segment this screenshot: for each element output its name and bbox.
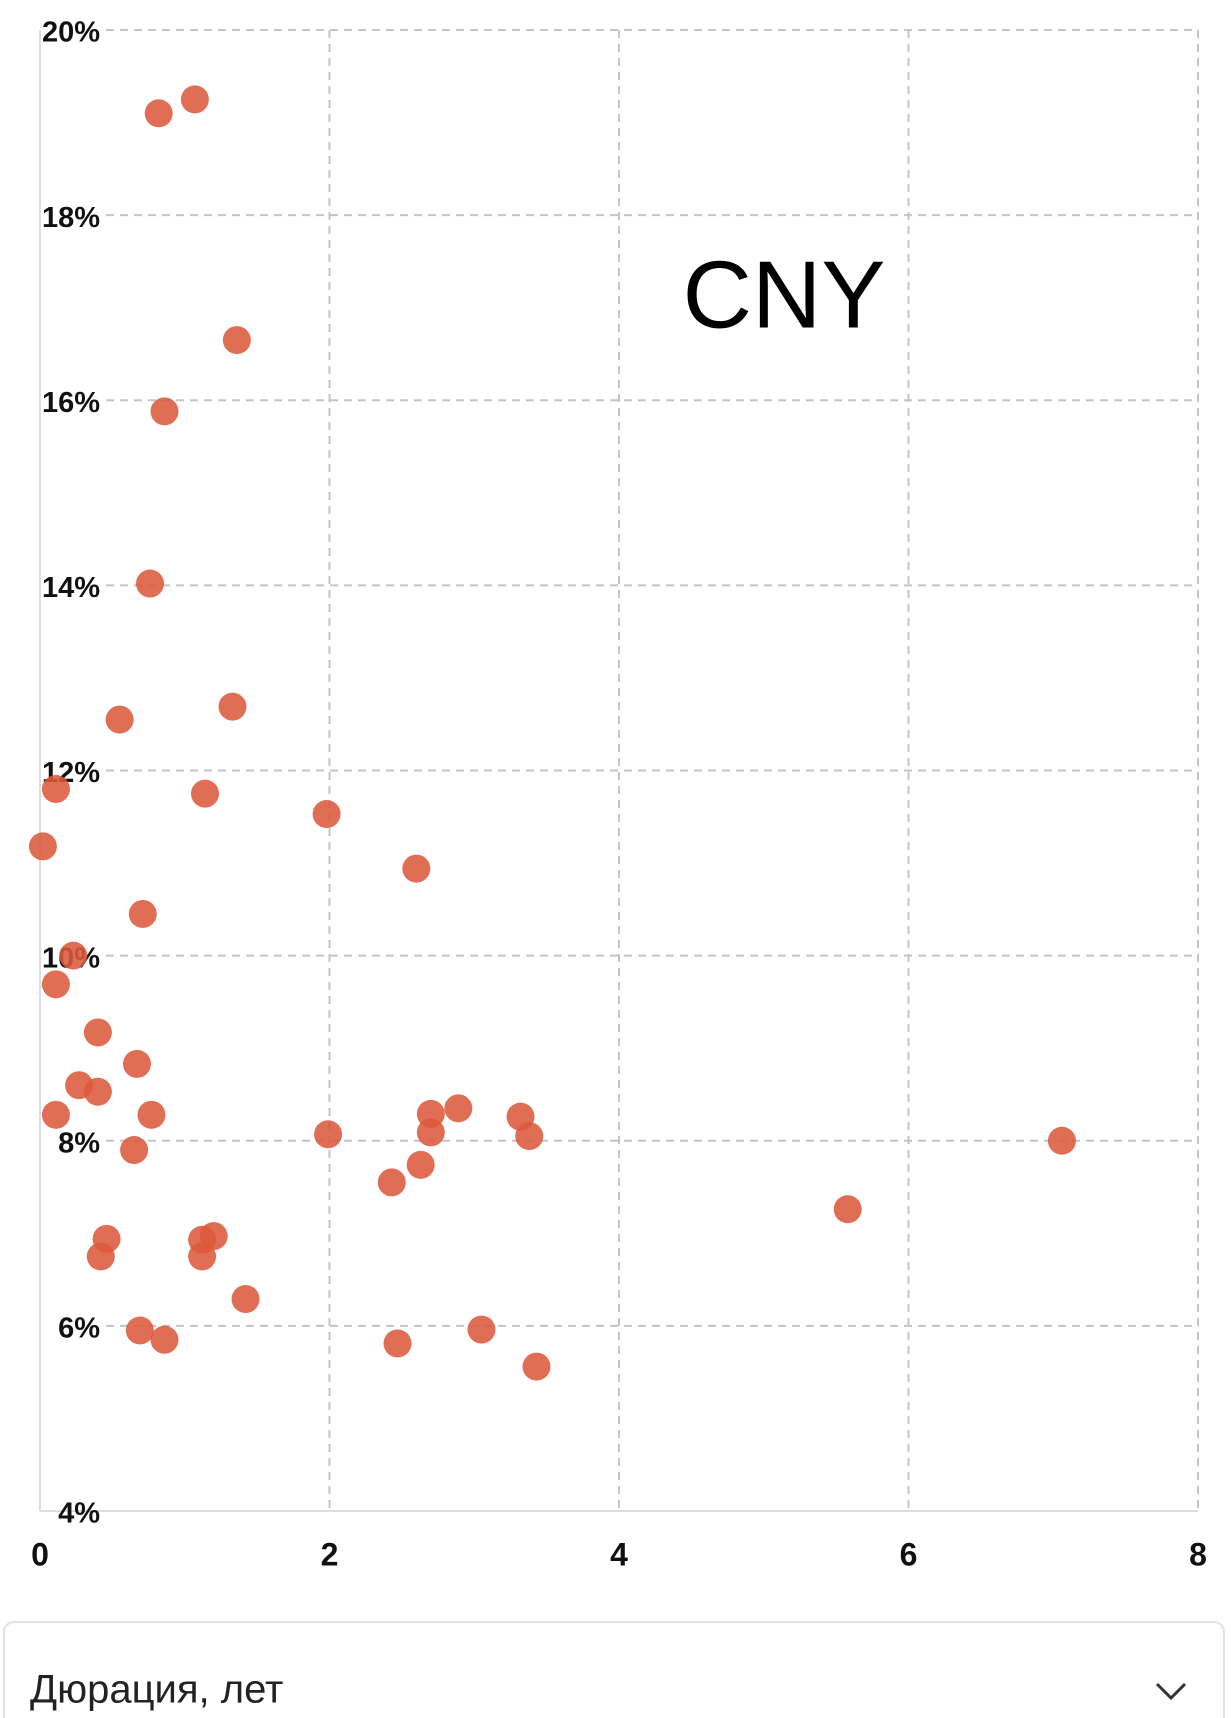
selector-label[interactable]: Дюрация, лет bbox=[30, 1668, 283, 1712]
point bbox=[467, 1315, 496, 1344]
x-tick-label: 6 bbox=[900, 1536, 918, 1572]
point bbox=[522, 1352, 551, 1381]
point bbox=[59, 941, 88, 970]
point bbox=[402, 854, 431, 883]
point bbox=[128, 899, 157, 928]
point bbox=[222, 326, 251, 355]
point bbox=[86, 1242, 115, 1271]
point bbox=[122, 1049, 151, 1078]
point bbox=[515, 1122, 544, 1151]
y-tick-label: 14% bbox=[42, 572, 100, 604]
y-tick-label: 8% bbox=[58, 1127, 100, 1159]
point bbox=[180, 85, 209, 114]
x-tick-label: 0 bbox=[31, 1536, 49, 1572]
point bbox=[377, 1168, 406, 1197]
point bbox=[188, 1242, 217, 1271]
point bbox=[41, 1100, 70, 1129]
annotation: CNY bbox=[683, 241, 886, 348]
point bbox=[314, 1120, 343, 1149]
point bbox=[444, 1094, 473, 1123]
selector-box[interactable] bbox=[3, 1621, 1225, 1718]
point bbox=[383, 1329, 412, 1358]
x-tick-label: 4 bbox=[610, 1536, 628, 1572]
x-selector[interactable]: Дюрация, лет bbox=[3, 1621, 1225, 1718]
point bbox=[144, 99, 173, 128]
point bbox=[150, 397, 179, 426]
point bbox=[83, 1018, 112, 1047]
point bbox=[83, 1077, 112, 1106]
point bbox=[136, 569, 165, 598]
x-tick-label: 2 bbox=[321, 1536, 339, 1572]
point bbox=[120, 1136, 149, 1165]
y-tick-label: 4% bbox=[58, 1498, 100, 1530]
point bbox=[150, 1325, 179, 1354]
chevron[interactable] bbox=[1155, 1682, 1187, 1701]
point bbox=[218, 692, 247, 721]
point bbox=[406, 1150, 435, 1179]
y-tick-label: 16% bbox=[42, 387, 100, 419]
point bbox=[125, 1316, 154, 1345]
point bbox=[416, 1118, 445, 1147]
point bbox=[41, 775, 70, 804]
point bbox=[191, 779, 220, 808]
y-tick-label: 18% bbox=[42, 202, 100, 234]
point bbox=[28, 832, 57, 861]
point bbox=[1047, 1126, 1076, 1155]
point bbox=[231, 1285, 260, 1314]
point bbox=[137, 1100, 166, 1129]
y-tick-label: 20% bbox=[42, 17, 100, 49]
point bbox=[41, 970, 70, 999]
point bbox=[199, 1222, 228, 1251]
point bbox=[833, 1195, 862, 1224]
point bbox=[105, 705, 134, 734]
y-tick-label: 6% bbox=[58, 1313, 100, 1345]
point bbox=[312, 800, 341, 829]
x-tick-label: 8 bbox=[1189, 1536, 1207, 1572]
